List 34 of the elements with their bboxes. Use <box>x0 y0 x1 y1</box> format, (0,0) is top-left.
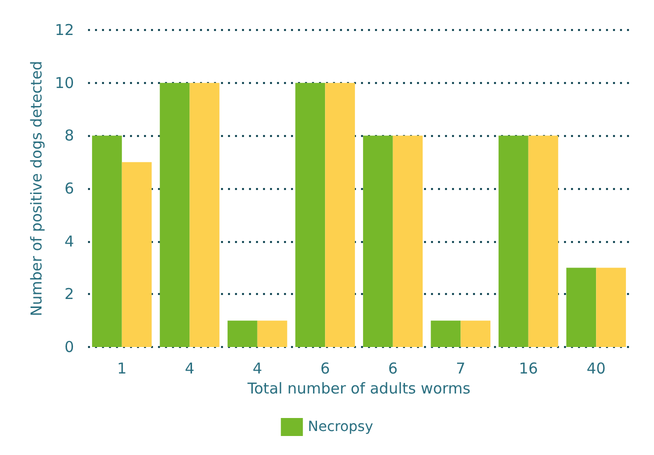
y-tick-label: 4 <box>64 232 74 250</box>
bar <box>566 268 596 347</box>
bar <box>460 320 490 347</box>
bar <box>257 320 288 347</box>
bar <box>190 82 220 347</box>
x-tick-label: 7 <box>456 360 466 378</box>
bar <box>160 82 190 347</box>
y-tick-label: 10 <box>54 74 74 92</box>
bar <box>528 136 558 347</box>
x-tick-label: 16 <box>518 360 538 378</box>
bar <box>325 82 355 347</box>
bar <box>498 136 528 347</box>
bar <box>596 268 626 347</box>
y-axis-title: Number of positive dogs detected <box>28 60 46 316</box>
y-tick-label: 8 <box>64 126 74 145</box>
x-tick-label: 6 <box>388 360 398 378</box>
x-tick-label: 1 <box>117 360 127 378</box>
x-tick-label: 4 <box>252 360 262 378</box>
y-tick-label: 12 <box>54 21 74 39</box>
y-tick-label: 2 <box>64 285 74 304</box>
bar <box>392 136 423 347</box>
bar <box>122 162 152 347</box>
bar <box>363 136 393 347</box>
bar <box>295 82 326 347</box>
x-tick-label: 4 <box>184 360 194 378</box>
x-tick-label: 6 <box>320 360 330 378</box>
legend-label: Necropsy <box>308 419 374 435</box>
bar <box>228 320 258 347</box>
x-axis-title: Total number of adults worms <box>246 380 471 398</box>
y-tick-label: 6 <box>64 180 74 198</box>
bar <box>430 320 461 347</box>
y-tick-label: 0 <box>64 338 74 356</box>
bar <box>92 136 122 347</box>
x-tick-label: 40 <box>586 360 606 378</box>
